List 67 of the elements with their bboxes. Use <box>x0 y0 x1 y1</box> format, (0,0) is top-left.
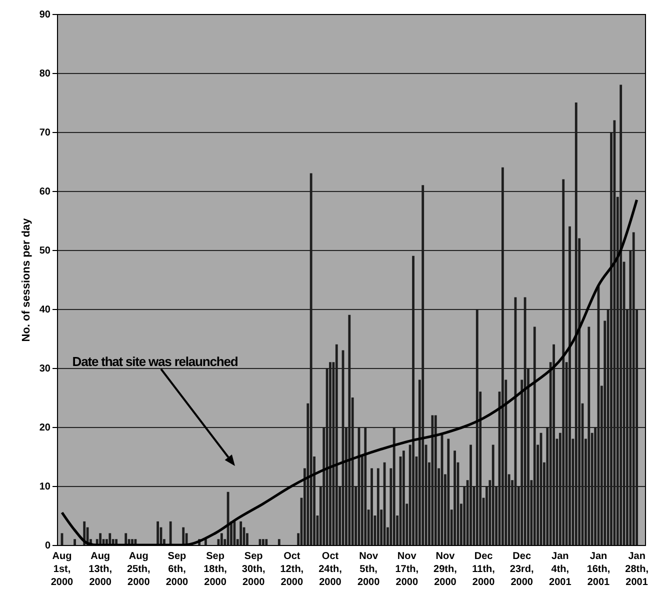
bar <box>402 450 405 545</box>
bar <box>240 521 242 545</box>
x-tick-label: Oct 24th, 2000 <box>318 551 342 588</box>
bar <box>392 427 396 545</box>
x-tick-label: Dec 23rd, 2000 <box>510 551 534 588</box>
bar <box>262 539 264 545</box>
x-tick-label: Dec 11th, 2000 <box>472 551 496 588</box>
bar <box>447 438 450 545</box>
y-tick-label: 40 <box>39 304 51 316</box>
y-tick-label: 10 <box>39 482 51 492</box>
y-tick-label: 30 <box>39 364 51 374</box>
x-tick-label: Sep 30th, 2000 <box>242 551 266 588</box>
bar <box>552 344 555 545</box>
bar <box>310 173 312 545</box>
bar <box>370 468 373 545</box>
bar <box>376 468 380 545</box>
bar <box>265 539 268 545</box>
bar <box>568 226 571 545</box>
y-tick-label: 50 <box>39 246 51 256</box>
x-tick-label: Sep 18th, 2000 <box>204 551 228 588</box>
bar <box>220 533 223 545</box>
bar <box>348 314 351 545</box>
bar <box>620 84 622 545</box>
bar <box>492 444 494 545</box>
bar <box>329 362 332 545</box>
bar <box>412 256 414 545</box>
bar <box>156 521 159 545</box>
bar <box>588 326 590 545</box>
bar <box>74 539 76 545</box>
y-tick-label: 70 <box>39 128 51 138</box>
bar <box>470 444 472 545</box>
bar <box>533 326 536 545</box>
bar <box>562 179 565 545</box>
bar <box>335 344 338 545</box>
bar <box>278 539 280 545</box>
bar <box>204 539 207 545</box>
y-axis-title: No. of sessions per day <box>20 217 32 342</box>
bar <box>454 450 456 545</box>
bar <box>434 415 437 545</box>
bar <box>431 415 434 545</box>
annotation: Date that site was relaunched <box>72 354 238 369</box>
bar <box>233 521 236 545</box>
bar <box>501 167 504 545</box>
bar <box>226 492 230 545</box>
bar <box>169 521 172 545</box>
bar <box>574 102 578 545</box>
bar <box>422 185 424 545</box>
bar <box>632 232 635 545</box>
x-tick-label: Nov 17th, 2000 <box>395 551 419 588</box>
x-tick-label: Nov 5th, 2000 <box>357 551 380 588</box>
y-tick-label: 80 <box>39 68 51 80</box>
y-tick-label: 60 <box>39 186 51 198</box>
x-tick-label: Aug 13th, 2000 <box>88 551 112 588</box>
x-tick-label: Oct 12th, 2000 <box>280 551 304 588</box>
y-tick-label: 20 <box>39 422 51 434</box>
x-tick-label: Jan 4th, 2001 <box>549 551 572 588</box>
bar <box>476 309 478 545</box>
x-tick-label: Aug 25th, 2000 <box>126 551 151 588</box>
x-tick-label: Aug 1st, 2000 <box>50 551 74 588</box>
x-tick-label: Jan 16th, 2001 <box>586 551 610 588</box>
x-tick-label: Nov 29th, 2000 <box>434 551 458 588</box>
y-tick-label: 90 <box>39 10 51 20</box>
y-tick-label: 0 <box>44 540 51 552</box>
bar <box>364 427 367 545</box>
x-tick-label: Sep 6th, 2000 <box>166 551 189 588</box>
x-tick-label: Jan 28th, 2001 <box>625 551 649 588</box>
bar <box>182 527 185 545</box>
